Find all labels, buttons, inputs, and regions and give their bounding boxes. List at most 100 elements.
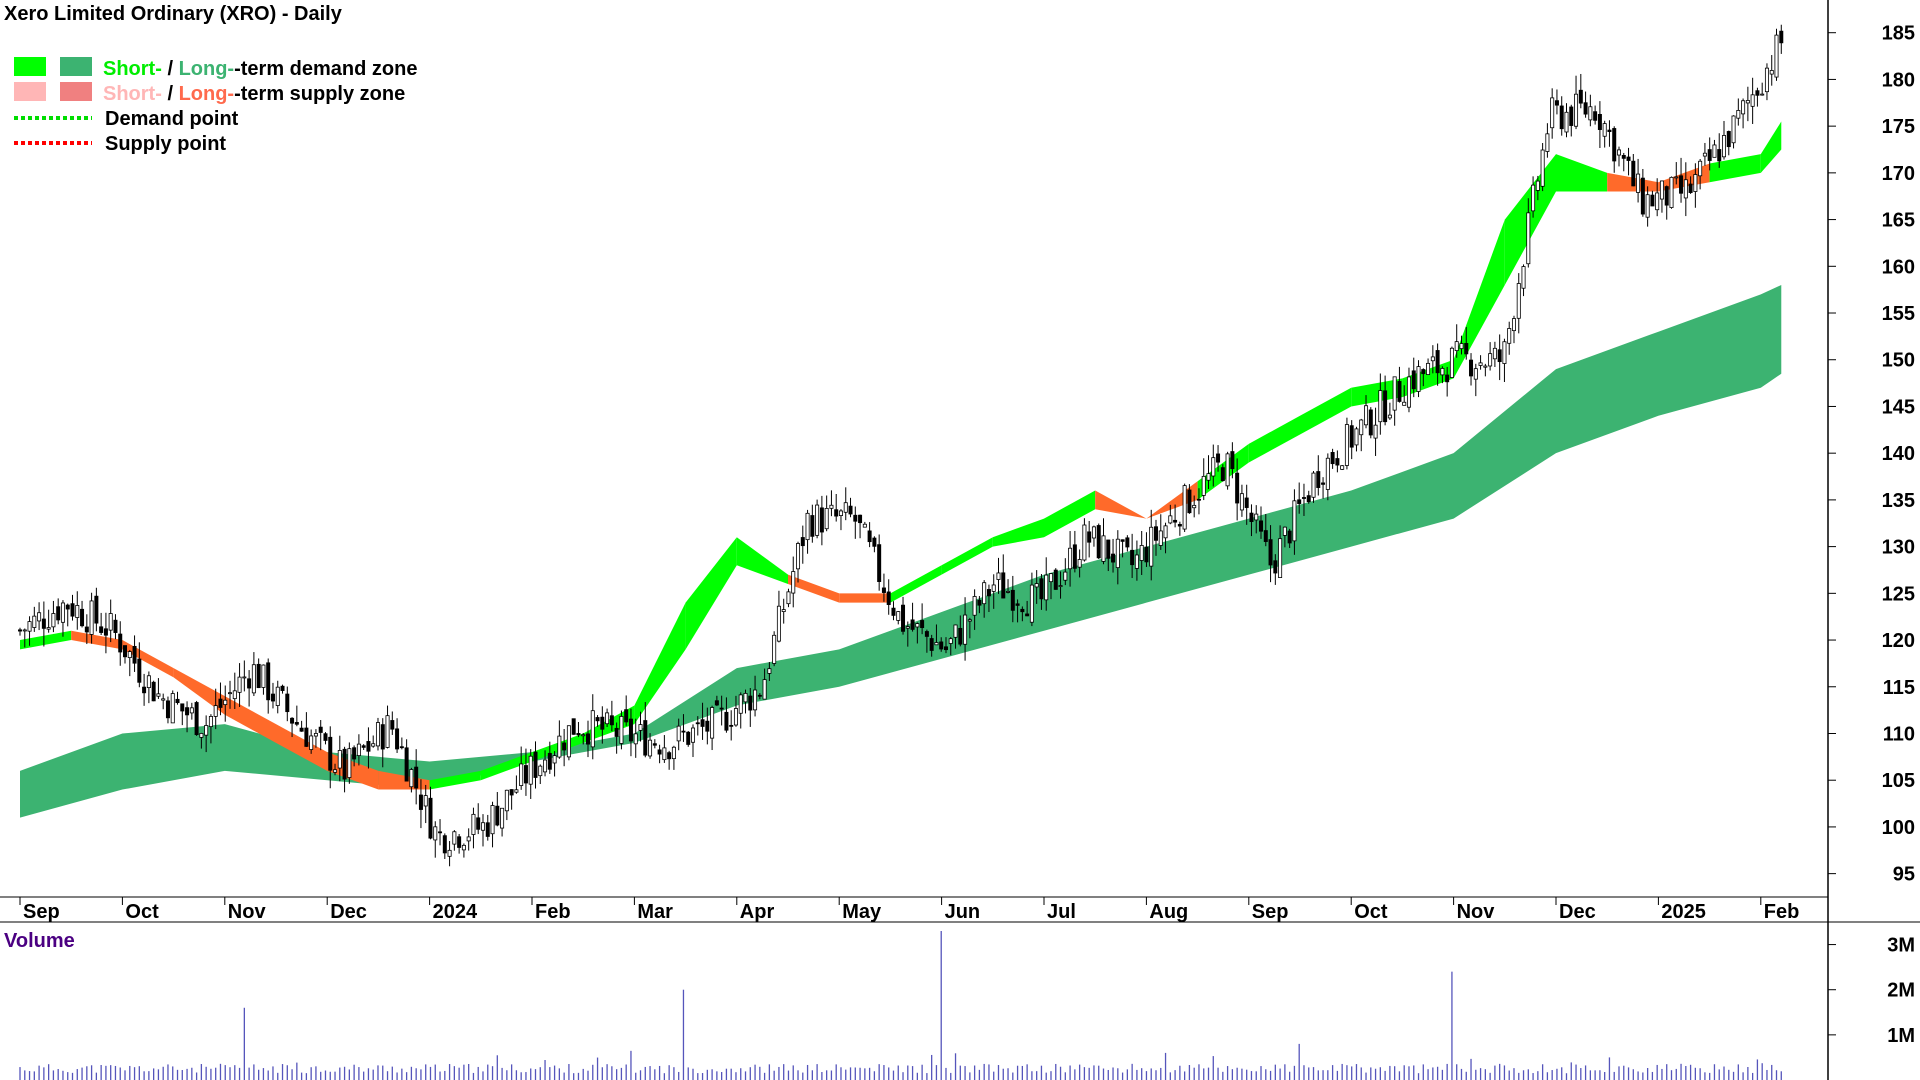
candle-body	[118, 633, 123, 653]
candle-body	[366, 741, 371, 752]
candle-body	[1206, 473, 1211, 481]
candle-body	[1144, 546, 1149, 563]
candle-body	[1426, 362, 1431, 375]
volume-tick-label: 2M	[1887, 980, 1915, 1002]
candle-body	[762, 679, 767, 700]
legend: Short- / Long--term demand zone Short- / …	[14, 57, 417, 155]
candle-body	[901, 604, 906, 632]
candle-body	[1469, 359, 1474, 377]
candle-body	[323, 733, 328, 741]
candle-body	[1211, 457, 1216, 477]
candle-body	[1020, 608, 1025, 613]
candle-body	[1769, 70, 1774, 75]
candle-body	[1311, 472, 1316, 498]
candle-body	[108, 613, 113, 631]
x-tick-label: 2024	[433, 901, 478, 923]
candle-body	[1268, 539, 1273, 566]
candle-body	[1330, 452, 1335, 465]
candle-body	[1292, 500, 1297, 542]
candle-body	[1507, 328, 1512, 344]
candle-body	[1526, 212, 1531, 265]
candle-body	[165, 700, 170, 719]
candle-body	[1340, 465, 1345, 470]
candle-body	[1344, 424, 1349, 466]
candle-body	[1430, 356, 1435, 362]
candle-body	[1473, 368, 1478, 380]
candle-body	[1607, 129, 1612, 132]
candle-body	[1545, 133, 1550, 152]
candle-body	[1230, 451, 1235, 470]
x-tick-label: Oct	[125, 901, 159, 923]
candle-body	[1574, 93, 1579, 127]
candle-body	[566, 725, 571, 758]
candle-body	[1511, 318, 1516, 332]
candle-body	[51, 613, 56, 628]
candle-body	[1077, 559, 1082, 568]
legend-short-swatch	[14, 57, 46, 76]
candle-body	[667, 752, 672, 760]
candle-body	[1616, 149, 1621, 156]
candle-body	[242, 676, 247, 679]
candle-body	[1674, 176, 1679, 179]
candle-body	[438, 831, 443, 834]
candle-body	[1502, 341, 1507, 364]
candle-body	[500, 807, 505, 829]
candle-body	[528, 755, 533, 785]
candle-body	[480, 822, 485, 831]
y-tick-label: 130	[1882, 537, 1915, 559]
price-candles	[17, 24, 1784, 867]
candle-body	[1583, 102, 1588, 115]
candle-body	[1196, 498, 1201, 501]
short-term-supply-segment	[224, 696, 276, 743]
candle-body	[1378, 390, 1383, 423]
candle-body	[605, 712, 610, 725]
candle-body	[1688, 183, 1693, 193]
candle-body	[1397, 381, 1402, 402]
candle-body	[22, 629, 27, 632]
candle-body	[1282, 526, 1287, 536]
candle-body	[361, 745, 366, 748]
short-term-demand-segment	[992, 518, 1044, 547]
candle-body	[442, 835, 447, 854]
candle-body	[1115, 538, 1120, 569]
candle-body	[1354, 428, 1359, 446]
legend-label: Short- / Long--term demand zone	[103, 58, 417, 80]
candle-body	[1454, 341, 1459, 352]
candle-body	[490, 805, 495, 835]
legend-long-swatch	[60, 82, 92, 101]
candle-body	[996, 572, 1001, 580]
candle-body	[1445, 374, 1450, 383]
short-term-demand-segment	[634, 602, 686, 725]
y-tick-label: 110	[1883, 723, 1915, 745]
candle-body	[504, 789, 509, 812]
candle-body	[624, 709, 629, 723]
x-tick-label: Jul	[1047, 901, 1076, 923]
candle-body	[1659, 180, 1664, 200]
candle-body	[1125, 537, 1130, 548]
candle-body	[1779, 30, 1784, 44]
candle-body	[547, 752, 552, 770]
candle-body	[1478, 362, 1483, 366]
candle-body	[60, 602, 65, 623]
candle-body	[562, 742, 567, 751]
candle-body	[571, 718, 576, 735]
candle-body	[724, 711, 729, 731]
candle-body	[1368, 409, 1373, 436]
candle-body	[1349, 425, 1354, 448]
volume-tick-label: 1M	[1887, 1025, 1915, 1047]
candle-body	[495, 805, 500, 826]
candle-body	[1220, 467, 1225, 482]
x-tick-label: 2025	[1661, 901, 1706, 923]
candle-body	[371, 743, 376, 747]
candle-body	[1411, 370, 1416, 390]
short-term-demand-segment	[1300, 387, 1352, 435]
candle-body	[461, 844, 466, 851]
x-tick-label: Feb	[1764, 901, 1800, 923]
candle-body	[280, 685, 285, 691]
candle-body	[485, 822, 490, 837]
candle-body	[1402, 401, 1407, 406]
candle-body	[476, 817, 481, 830]
candle-body	[1712, 144, 1717, 158]
candle-body	[1745, 100, 1750, 104]
candle-body	[1726, 131, 1731, 148]
